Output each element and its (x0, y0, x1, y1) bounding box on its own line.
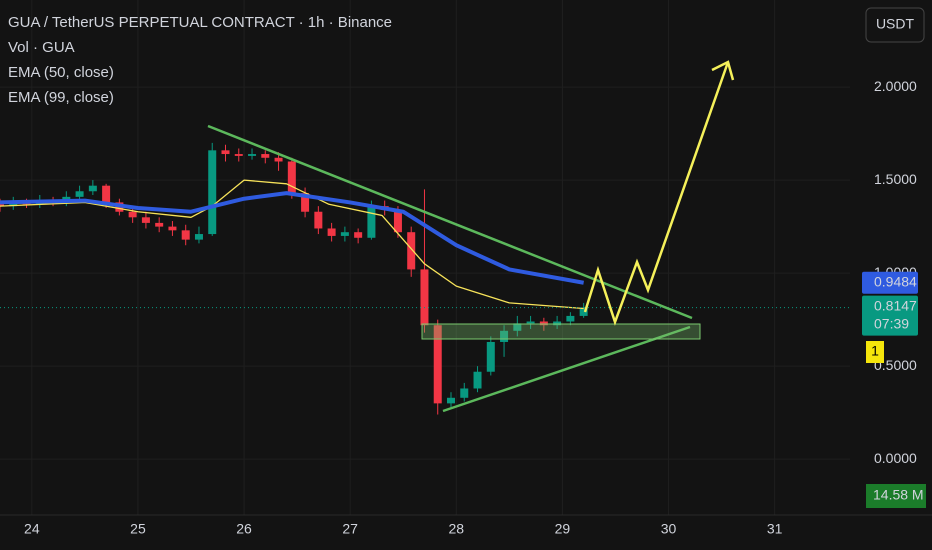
candle-body (274, 157, 283, 162)
candle-body (579, 307, 588, 316)
candle-body (221, 150, 230, 155)
grid (0, 0, 850, 515)
candle-body (301, 193, 310, 212)
legend-entry: EMA (50, close) (8, 64, 114, 81)
y-tick-label: 2.0000 (874, 78, 917, 94)
volume-legend: Vol · GUA (8, 39, 75, 56)
y-tick-label: 0.5000 (874, 357, 917, 373)
trend-line (442, 325, 691, 413)
currency-button[interactable] (865, 7, 925, 43)
chart-title: GUA / TetherUS PERPETUAL CONTRACT · 1h ·… (8, 14, 392, 31)
candle-body (194, 234, 203, 240)
x-tick-label: 28 (449, 521, 465, 537)
price-label: 0.8147 (874, 297, 917, 313)
y-tick-label: 0.0000 (874, 450, 917, 466)
volume-label: 14.58 M (873, 487, 924, 503)
candle-body (327, 228, 336, 236)
ema-price-label: 0.9484 (874, 273, 917, 289)
candle-body (141, 217, 150, 223)
candle-body (539, 321, 548, 326)
alert-count: 1 (871, 343, 879, 359)
candle-body (407, 232, 416, 270)
x-tick-label: 24 (24, 521, 40, 537)
currency-label[interactable]: USDT (876, 16, 915, 32)
candle-body (314, 211, 323, 229)
candle-body (248, 154, 257, 156)
candle-body (287, 161, 296, 194)
legend-entry: EMA (99, close) (8, 89, 114, 106)
candle-body (208, 150, 217, 235)
x-tick-label: 31 (767, 521, 783, 537)
price-box (862, 295, 918, 336)
candle-body (88, 185, 97, 192)
volume-box (866, 484, 926, 508)
candle-body (367, 206, 376, 238)
candle-body (128, 211, 137, 218)
candle-body (102, 185, 111, 203)
x-tick-label: 26 (236, 521, 252, 537)
candle-body (446, 397, 455, 404)
candles (0, 142, 850, 415)
candle-body (526, 321, 535, 324)
trend-line (207, 124, 693, 320)
candle-body (420, 269, 429, 326)
candle-body (234, 154, 243, 156)
candle-body (473, 371, 482, 389)
y-tick-label: 1.5000 (874, 171, 917, 187)
candle-body (181, 230, 190, 240)
candle-body (566, 315, 575, 322)
candle-body (168, 226, 177, 231)
ema-price-box (862, 271, 918, 294)
arrow-head (711, 60, 735, 81)
projection-path (583, 61, 730, 326)
x-tick-label: 30 (661, 521, 677, 537)
candle-body (155, 222, 164, 227)
candle-body (354, 232, 363, 238)
candle-body (460, 388, 469, 398)
candle-body (393, 209, 402, 233)
candle-body (75, 191, 84, 197)
candle-body (340, 232, 349, 236)
candle-body (513, 323, 522, 331)
ema-line (0, 179, 584, 310)
alert-box (866, 341, 884, 363)
countdown: 07:39 (874, 315, 909, 331)
candle-body (433, 325, 442, 404)
candle-body (261, 154, 270, 158)
candle-body (0, 204, 4, 207)
candle-body (486, 341, 495, 372)
drawings (207, 60, 735, 413)
candle-body (9, 202, 18, 207)
x-tick-label: 29 (555, 521, 571, 537)
support-zone (421, 323, 701, 340)
x-tick-label: 25 (130, 521, 146, 537)
x-tick-label: 27 (342, 521, 358, 537)
ema-line (0, 191, 584, 285)
candle-body (553, 321, 562, 326)
axis-labels: 0.00000.50001.00001.50002.00002425262728… (0, 78, 932, 537)
candle-body (500, 330, 509, 342)
